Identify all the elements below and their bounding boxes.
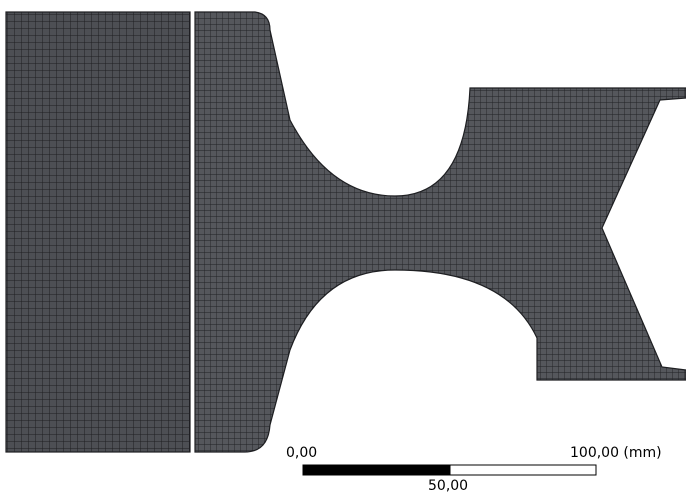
mesh-body-right [194,11,686,453]
scale-bar-end-label: 100,00 (mm) [570,445,662,461]
mesh-body-left [5,11,191,453]
scale-bar-outline [302,464,597,476]
scale-bar-mid-label: 50,00 [428,478,469,494]
scale-bar-start-label: 0,00 [286,445,318,461]
scale-bar [302,464,597,476]
scale-bar-white-segment [449,464,597,476]
scale-bar-black-segment [303,465,450,475]
